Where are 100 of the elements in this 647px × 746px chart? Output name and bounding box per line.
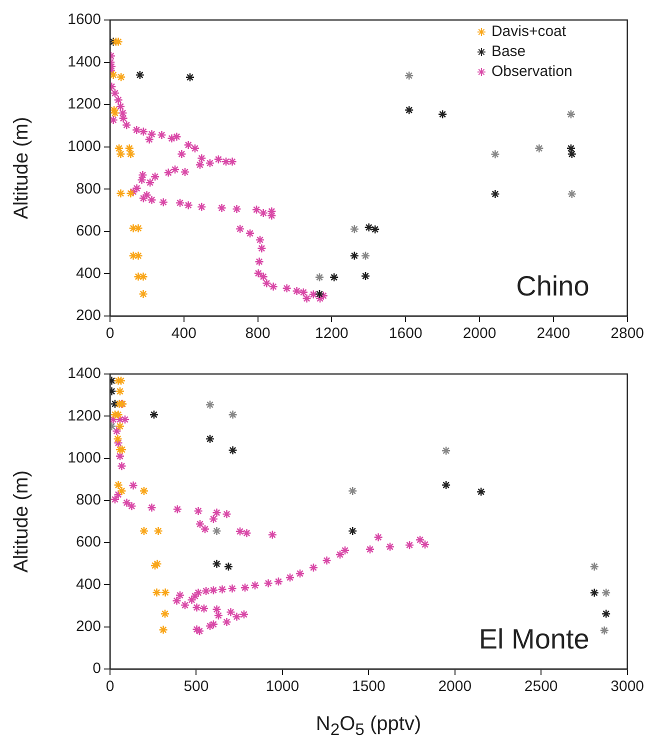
point	[590, 588, 600, 598]
y-tick-label: 1400	[68, 53, 101, 70]
x-tick-label: 2800	[610, 325, 644, 342]
point	[567, 189, 577, 199]
point	[404, 105, 414, 115]
point	[139, 526, 149, 536]
point	[348, 526, 358, 536]
point	[404, 70, 414, 80]
point	[138, 289, 148, 299]
point	[438, 110, 448, 119]
y-axis-title: Altitude (m)	[10, 116, 33, 220]
point	[360, 271, 370, 281]
legend-label: Base	[491, 43, 526, 60]
point	[116, 376, 126, 386]
point	[441, 480, 451, 490]
point	[534, 144, 544, 153]
point	[600, 626, 610, 636]
annotation: Chino	[516, 270, 590, 302]
point	[441, 446, 451, 456]
point	[348, 486, 358, 496]
point	[150, 560, 160, 570]
point	[152, 559, 162, 569]
annotation: El Monte	[478, 624, 590, 655]
x-tick-label: 2500	[524, 678, 558, 696]
y-tick-label: 800	[76, 180, 101, 198]
y-tick-label: 1400	[68, 365, 101, 382]
point	[113, 434, 122, 444]
point	[110, 399, 120, 409]
point	[185, 72, 195, 82]
point	[314, 272, 324, 282]
point	[114, 480, 123, 490]
point	[364, 222, 374, 232]
y-tick-label: 1600	[68, 11, 101, 28]
point	[110, 108, 120, 118]
point	[490, 150, 500, 159]
y-tick-label: 200	[76, 307, 101, 324]
x-tick-label: 0	[106, 678, 114, 696]
point	[160, 609, 170, 618]
point	[490, 189, 500, 199]
point	[228, 446, 238, 455]
point	[135, 70, 145, 80]
y-tick-label: 1200	[68, 407, 101, 424]
x-tick-label: 1600	[388, 325, 422, 342]
point	[476, 487, 486, 496]
point	[116, 72, 126, 82]
point	[115, 386, 125, 396]
point	[117, 486, 126, 496]
y-tick-label: 800	[76, 492, 101, 509]
point	[205, 434, 215, 444]
point	[128, 224, 138, 233]
legend-label: Davis+coat	[491, 23, 567, 40]
point	[601, 588, 611, 598]
point	[154, 526, 163, 536]
point	[360, 251, 370, 260]
point	[128, 251, 138, 260]
x-tick-label: 3000	[610, 678, 644, 696]
point	[314, 289, 324, 299]
point	[350, 251, 360, 260]
y-tick-label: 200	[76, 618, 101, 635]
point	[152, 588, 162, 598]
x-tick-label: 400	[171, 325, 196, 342]
point	[110, 70, 118, 80]
point	[590, 562, 600, 572]
y-tick-label: 1000	[68, 138, 101, 155]
y-tick-label: 1000	[68, 449, 101, 466]
point	[149, 410, 159, 420]
point	[134, 251, 143, 260]
y-tick-label: 600	[76, 534, 101, 551]
point	[160, 588, 170, 598]
x-tick-label: 1000	[266, 678, 300, 696]
x-tick-label: 1200	[315, 325, 348, 342]
y-tick-label: 400	[76, 576, 101, 593]
x-tick-label: 2400	[536, 325, 570, 342]
y-tick-label: 0	[92, 660, 101, 678]
point	[212, 526, 222, 536]
point	[139, 486, 149, 496]
point	[126, 188, 136, 198]
x-tick-label: 0	[106, 325, 114, 342]
x-axis-title: N$_{2}$O$_{5}$ (pptv)	[314, 713, 422, 740]
point	[114, 37, 123, 46]
point	[116, 188, 126, 198]
point	[205, 400, 215, 410]
legend-label: Observation	[491, 63, 572, 80]
point	[329, 272, 339, 282]
point	[566, 110, 576, 119]
point	[110, 105, 119, 115]
point	[228, 410, 238, 420]
y-axis-title: Altitude (m)	[10, 470, 33, 573]
point	[370, 224, 380, 234]
point	[134, 224, 143, 233]
point	[350, 224, 360, 234]
point	[224, 562, 234, 572]
y-tick-label: 1200	[68, 96, 101, 113]
point	[212, 559, 222, 569]
x-tick-label: 2000	[438, 678, 472, 696]
x-tick-label: 500	[184, 678, 209, 696]
point	[601, 609, 611, 618]
y-tick-label: 400	[76, 264, 101, 282]
x-tick-label: 2000	[462, 325, 496, 342]
x-tick-label: 1500	[352, 678, 386, 696]
